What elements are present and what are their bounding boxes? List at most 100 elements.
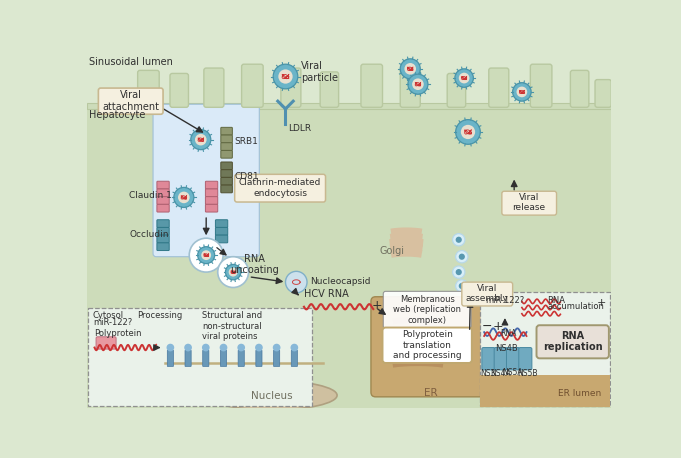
Circle shape [255, 344, 263, 351]
FancyBboxPatch shape [157, 204, 169, 212]
FancyBboxPatch shape [157, 235, 169, 243]
FancyBboxPatch shape [274, 350, 280, 366]
Circle shape [459, 254, 465, 260]
Circle shape [279, 69, 293, 84]
Circle shape [220, 344, 227, 351]
FancyBboxPatch shape [157, 196, 169, 204]
Text: RNA
replication: RNA replication [543, 331, 603, 352]
Text: NS4A: NS4A [490, 369, 511, 378]
FancyBboxPatch shape [595, 80, 612, 107]
FancyBboxPatch shape [502, 191, 556, 215]
FancyBboxPatch shape [206, 189, 218, 196]
Text: Membranous
web (replication
complex): Membranous web (replication complex) [393, 295, 461, 325]
FancyBboxPatch shape [215, 220, 227, 228]
Circle shape [174, 187, 194, 207]
Circle shape [516, 87, 527, 97]
Circle shape [229, 267, 238, 277]
FancyBboxPatch shape [157, 189, 169, 196]
FancyBboxPatch shape [489, 68, 509, 107]
FancyBboxPatch shape [221, 135, 232, 143]
Text: Occludin: Occludin [129, 230, 169, 239]
FancyBboxPatch shape [96, 337, 116, 349]
FancyBboxPatch shape [238, 350, 244, 366]
FancyBboxPatch shape [221, 177, 232, 185]
Text: Clathrin-mediated
endocytosis: Clathrin-mediated endocytosis [239, 179, 321, 198]
Text: ER lumen: ER lumen [558, 389, 601, 398]
Text: Sinusoidal lumen: Sinusoidal lumen [89, 57, 173, 67]
Circle shape [456, 237, 462, 243]
Circle shape [285, 271, 307, 293]
Text: HCV RNA: HCV RNA [304, 289, 349, 299]
FancyBboxPatch shape [447, 73, 466, 107]
Text: NS5A: NS5A [503, 368, 523, 376]
FancyBboxPatch shape [203, 350, 209, 366]
Circle shape [191, 130, 211, 150]
FancyBboxPatch shape [98, 88, 163, 114]
FancyBboxPatch shape [215, 228, 227, 235]
Text: Polyprotein: Polyprotein [95, 329, 142, 338]
Circle shape [453, 266, 465, 278]
Text: Structural and
non-structural
viral proteins: Structural and non-structural viral prot… [202, 311, 262, 341]
Text: Viral
assembly: Viral assembly [466, 284, 509, 303]
Circle shape [453, 234, 465, 246]
FancyBboxPatch shape [157, 228, 169, 235]
Circle shape [456, 120, 480, 144]
Text: RNA: RNA [548, 296, 565, 305]
FancyBboxPatch shape [320, 72, 338, 107]
FancyBboxPatch shape [400, 68, 420, 107]
Text: NS4B: NS4B [495, 344, 518, 353]
Circle shape [461, 125, 475, 139]
FancyBboxPatch shape [157, 181, 169, 189]
Text: Viral
attachment: Viral attachment [102, 90, 159, 112]
Text: Nucleus: Nucleus [251, 391, 292, 401]
Circle shape [405, 63, 416, 75]
FancyBboxPatch shape [87, 55, 612, 105]
Text: Viral
particle: Viral particle [301, 61, 338, 83]
Text: NS5B: NS5B [517, 369, 537, 378]
FancyBboxPatch shape [482, 348, 495, 370]
Circle shape [412, 78, 424, 90]
FancyBboxPatch shape [170, 73, 189, 107]
FancyBboxPatch shape [281, 68, 301, 107]
Text: Golgi: Golgi [379, 246, 405, 256]
Text: RNA
uncoating: RNA uncoating [230, 254, 279, 275]
FancyBboxPatch shape [185, 350, 191, 366]
Circle shape [178, 191, 189, 203]
FancyBboxPatch shape [221, 170, 232, 177]
Text: miR-122?: miR-122? [93, 318, 132, 327]
FancyBboxPatch shape [221, 350, 227, 366]
Text: Claudin 1: Claudin 1 [129, 191, 172, 200]
Circle shape [459, 73, 469, 83]
Circle shape [408, 74, 428, 94]
FancyBboxPatch shape [157, 243, 169, 251]
FancyBboxPatch shape [221, 143, 232, 150]
FancyBboxPatch shape [206, 204, 218, 212]
FancyBboxPatch shape [494, 348, 507, 370]
FancyBboxPatch shape [221, 127, 232, 135]
Text: Nucleocapsid: Nucleocapsid [310, 277, 370, 286]
Text: LDLR: LDLR [289, 124, 312, 133]
Circle shape [456, 269, 462, 275]
FancyBboxPatch shape [138, 71, 159, 107]
FancyBboxPatch shape [537, 325, 609, 358]
FancyBboxPatch shape [87, 103, 612, 408]
FancyBboxPatch shape [256, 350, 262, 366]
Circle shape [273, 64, 298, 89]
Circle shape [291, 344, 298, 351]
Text: Hepatocyte: Hepatocyte [89, 110, 146, 120]
Circle shape [197, 247, 215, 264]
Circle shape [189, 238, 223, 272]
FancyBboxPatch shape [479, 375, 610, 407]
FancyBboxPatch shape [157, 220, 169, 228]
Text: Polyprotein
translation
and processing: Polyprotein translation and processing [393, 330, 462, 360]
Circle shape [456, 280, 468, 292]
FancyBboxPatch shape [87, 103, 612, 109]
Text: accumulation: accumulation [548, 302, 604, 311]
Text: Processing: Processing [137, 311, 182, 320]
Text: ER: ER [424, 387, 438, 398]
Text: NS3: NS3 [480, 369, 496, 378]
FancyBboxPatch shape [462, 282, 513, 306]
Text: +: + [372, 300, 383, 312]
FancyBboxPatch shape [221, 185, 232, 193]
Text: Viral
release: Viral release [512, 193, 545, 213]
